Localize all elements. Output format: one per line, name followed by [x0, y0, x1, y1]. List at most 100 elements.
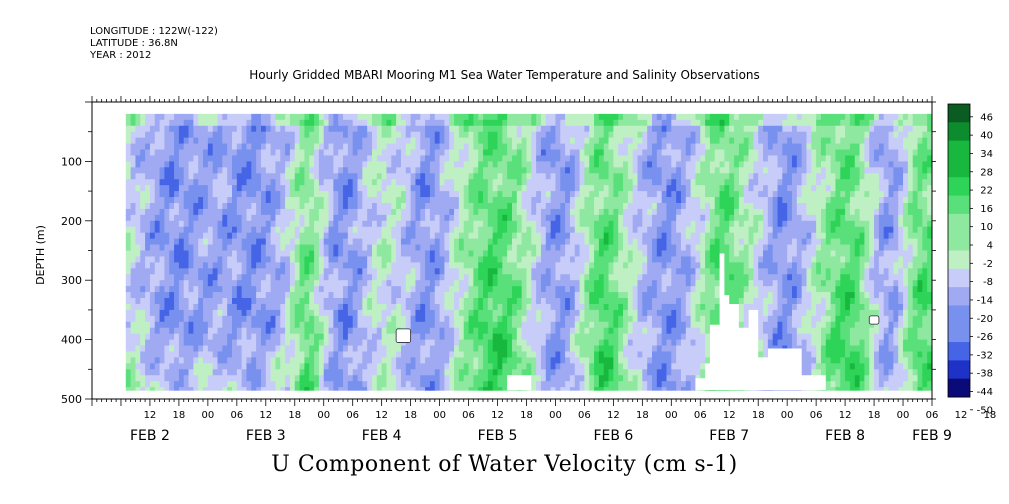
heatmap-cell	[154, 292, 161, 299]
heatmap-cell	[454, 149, 460, 157]
heatmap-cell	[217, 179, 223, 186]
heatmap-cell	[507, 125, 513, 133]
heatmap-cell	[410, 119, 417, 127]
heatmap-cell	[386, 173, 392, 180]
heatmap-cell	[444, 244, 450, 252]
heatmap-cell	[473, 244, 479, 252]
heatmap-cell	[178, 327, 185, 335]
heatmap-cell	[468, 185, 474, 192]
heatmap-cell	[256, 303, 262, 311]
heatmap-cell	[632, 345, 639, 353]
heatmap-cell	[492, 226, 499, 234]
heatmap-cell	[468, 309, 474, 317]
heatmap-cell	[497, 220, 503, 228]
heatmap-cell	[347, 232, 354, 240]
heatmap-cell	[193, 125, 199, 133]
heatmap-cell	[502, 149, 508, 157]
heatmap-cell	[439, 309, 446, 317]
heatmap-cell	[352, 161, 359, 168]
heatmap-cell	[473, 309, 479, 317]
heatmap-cell	[536, 298, 542, 305]
heatmap-cell	[565, 351, 571, 359]
heatmap-cell	[526, 351, 532, 359]
heatmap-cell	[207, 280, 214, 287]
heatmap-cell	[589, 309, 595, 317]
heatmap-cell	[507, 357, 513, 364]
heatmap-cell	[318, 226, 325, 234]
heatmap-cell	[497, 208, 503, 216]
heatmap-cell	[207, 298, 214, 305]
heatmap-cell	[507, 274, 513, 281]
heatmap-cell	[487, 274, 494, 281]
heatmap-cell	[280, 351, 286, 359]
heatmap-cell	[381, 333, 388, 341]
heatmap-cell	[198, 238, 204, 246]
heatmap-cell	[598, 179, 605, 186]
heatmap-cell	[574, 226, 581, 234]
heatmap-cell	[362, 381, 368, 388]
heatmap-cell	[169, 232, 175, 240]
heatmap-cell	[265, 238, 272, 246]
heatmap-cell	[487, 238, 494, 246]
heatmap-cell	[627, 298, 634, 305]
heatmap-cell	[545, 250, 552, 258]
heatmap-cell	[613, 173, 619, 180]
heatmap-cell	[232, 387, 238, 391]
heatmap-cell	[343, 113, 349, 121]
heatmap-cell	[429, 351, 436, 359]
heatmap-cell	[449, 339, 455, 347]
heatmap-cell	[130, 327, 137, 335]
heatmap-cell	[536, 137, 542, 145]
heatmap-cell	[613, 357, 619, 364]
heatmap-cell	[396, 155, 402, 162]
heatmap-cell	[232, 268, 238, 275]
heatmap-cell	[169, 256, 175, 263]
heatmap-cell	[487, 179, 494, 186]
heatmap-cell	[270, 280, 277, 287]
heatmap-cell	[574, 262, 581, 269]
heatmap-cell	[232, 179, 238, 186]
heatmap-cell	[531, 256, 537, 263]
heatmap-cell	[627, 321, 634, 329]
heatmap-cell	[483, 238, 489, 246]
heatmap-cell	[545, 179, 552, 186]
heatmap-cell	[598, 220, 605, 228]
heatmap-cell	[415, 375, 421, 382]
heatmap-cell	[130, 268, 137, 275]
heatmap-cell	[550, 315, 557, 323]
heatmap-cell	[613, 375, 619, 382]
heatmap-cell	[207, 191, 214, 198]
heatmap-cell	[434, 197, 441, 204]
heatmap-cell	[507, 131, 513, 139]
heatmap-cell	[405, 387, 412, 391]
heatmap-cell	[222, 274, 228, 281]
heatmap-cell	[203, 309, 209, 317]
heatmap-cell	[410, 309, 417, 317]
heatmap-cell	[560, 292, 566, 299]
heatmap-cell	[555, 333, 561, 341]
heatmap-cell	[188, 303, 194, 311]
heatmap-cell	[483, 363, 489, 370]
heatmap-cell	[289, 244, 296, 252]
heatmap-cell	[618, 143, 624, 151]
heatmap-cell	[473, 381, 479, 388]
heatmap-cell	[449, 214, 455, 222]
heatmap-cell	[256, 220, 262, 228]
heatmap-cell	[526, 321, 532, 329]
heatmap-cell	[429, 244, 436, 252]
heatmap-cell	[338, 351, 344, 359]
heatmap-cell	[227, 262, 233, 269]
heatmap-cell	[483, 143, 489, 151]
heatmap-cell	[246, 191, 252, 198]
heatmap-cell	[627, 220, 634, 228]
heatmap-cell	[516, 197, 523, 204]
heatmap-cell	[164, 191, 170, 198]
heatmap-cell	[323, 161, 330, 168]
heatmap-cell	[396, 357, 402, 364]
heatmap-cell	[487, 298, 494, 305]
heatmap-cell	[318, 113, 325, 121]
heatmap-cell	[584, 202, 590, 210]
heatmap-cell	[618, 268, 624, 275]
heatmap-cell	[396, 131, 402, 139]
heatmap-cell	[396, 298, 402, 305]
